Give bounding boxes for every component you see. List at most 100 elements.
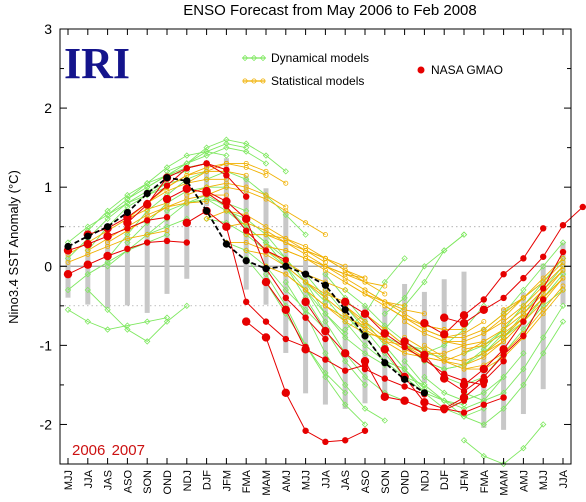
nasa-gmao-point (242, 317, 251, 326)
nasa-gmao-point (540, 253, 547, 260)
dynamical-model-series (243, 223, 349, 337)
statistical-model-point (263, 196, 269, 202)
statistical-model-point (283, 247, 289, 253)
spread-bar (402, 283, 408, 376)
statistical-model-line (166, 162, 267, 188)
year-label: 2006 (72, 442, 105, 459)
spread-bar (223, 158, 229, 225)
statistical-model-point (421, 327, 427, 333)
statistical-model-line (463, 277, 564, 350)
x-tick-label: ASO (122, 470, 134, 494)
dynamical-model-point (84, 223, 91, 230)
nasa-gmao-point (222, 222, 231, 231)
statistical-model-series (303, 247, 388, 297)
dynamical-model-line (265, 242, 366, 386)
dynamical-model-point (262, 152, 270, 159)
statistical-model-line (285, 250, 385, 287)
dynamical-model-point (361, 342, 369, 349)
dynamical-model-point (322, 318, 329, 325)
statistical-model-point (560, 267, 566, 273)
nasa-gmao-point (281, 388, 290, 398)
legend-marker (251, 78, 257, 84)
spread-bar (501, 308, 507, 430)
nasa-gmao-point (540, 225, 547, 232)
statistical-model-point (243, 172, 249, 178)
nasa-gmao-series (261, 277, 369, 374)
statistical-model-point (283, 271, 289, 277)
statistical-model-point (520, 307, 526, 313)
dynamical-model-point (421, 263, 428, 270)
legend-item: NASA GMAO (417, 63, 503, 77)
statistical-model-point (560, 275, 566, 281)
legend-label: Dynamical models (271, 51, 369, 65)
dynamical-model-series (104, 168, 210, 262)
statistical-model-point (322, 255, 328, 261)
spread-bar (164, 195, 170, 294)
nasa-gmao-point (459, 393, 469, 402)
nasa-gmao-point (301, 297, 310, 307)
dynamical-model-point (401, 365, 408, 373)
statistical-model-series (501, 267, 566, 329)
statistical-model-line (404, 297, 524, 342)
statistical-model-point (322, 263, 328, 269)
x-tick-label: OND (400, 470, 412, 495)
statistical-model-point (461, 346, 467, 352)
statistical-model-point (303, 279, 309, 285)
observed-point (302, 270, 310, 278)
dynamical-model-point (520, 445, 527, 452)
x-tick-label: NDJ (182, 470, 194, 491)
dynamical-model-point (401, 358, 408, 365)
statistical-model-point (421, 342, 427, 348)
nasa-gmao-point (262, 318, 270, 325)
dynamical-model-point (262, 271, 270, 278)
dynamical-model-series (64, 231, 171, 294)
nasa-gmao-point (261, 333, 271, 342)
nasa-gmao-point (281, 305, 290, 314)
x-tick-label: DJF (202, 470, 214, 490)
dynamical-model-point (322, 310, 329, 317)
nasa-gmao-point (124, 225, 131, 232)
statistical-model-line (246, 234, 346, 267)
statistical-model-point (461, 366, 467, 372)
dynamical-model-line (463, 305, 564, 402)
dynamical-model-line (206, 170, 306, 235)
x-tick-label: JFM (459, 470, 471, 491)
dynamical-model-point (342, 330, 349, 337)
statistical-model-series (65, 228, 170, 265)
dynamical-model-point (243, 148, 250, 155)
dynamical-model-point (282, 168, 289, 175)
statistical-model-point (223, 192, 229, 198)
nasa-gmao-point (420, 319, 429, 328)
nasa-gmao-point (401, 383, 408, 390)
statistical-model-point (520, 295, 526, 301)
dynamical-model-line (265, 273, 366, 425)
dynamical-model-point (282, 211, 289, 219)
observed-point (282, 262, 290, 270)
nasa-gmao-point (361, 365, 369, 373)
dynamical-model-point (124, 199, 131, 207)
dynamical-model-point (183, 302, 190, 309)
statistical-model-line (305, 281, 405, 346)
x-tick-label: JFM (221, 470, 233, 491)
statistical-model-point (540, 311, 546, 317)
dynamical-model-line (503, 273, 564, 338)
dynamical-model-point (124, 239, 131, 246)
dynamical-model-line (186, 139, 287, 172)
statistical-model-point (322, 232, 328, 238)
dynamical-model-point (460, 401, 468, 408)
dynamical-model-point (223, 144, 230, 151)
dynamical-model-point (520, 286, 527, 294)
statistical-model-point (164, 204, 170, 210)
dynamical-model-series (282, 278, 388, 424)
dynamical-model-point (262, 160, 270, 167)
spread-bar (184, 182, 190, 279)
nasa-gmao-point (579, 203, 586, 211)
dynamical-model-point (144, 180, 151, 187)
legend-marker (259, 54, 267, 62)
dynamical-model-point (342, 401, 349, 408)
iri-logo: IRI (64, 39, 130, 88)
dynamical-model-point (144, 318, 151, 325)
nasa-gmao-point (322, 438, 329, 446)
statistical-model-line (364, 289, 464, 330)
dynamical-model-line (67, 186, 168, 243)
